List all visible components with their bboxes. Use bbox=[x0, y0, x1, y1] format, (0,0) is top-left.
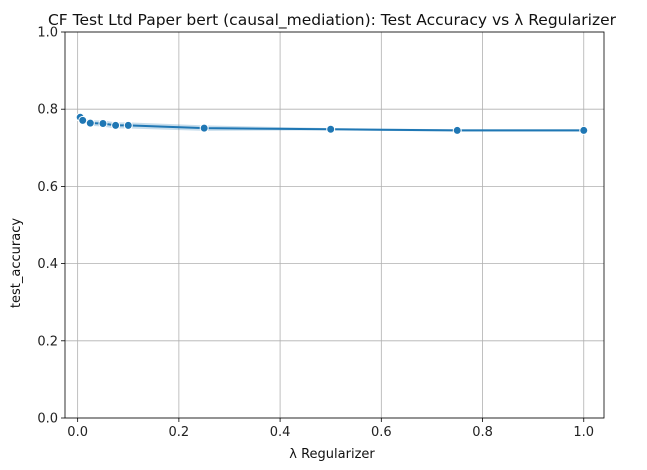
y-tick-label: 0.0 bbox=[37, 412, 58, 427]
y-tick-label: 0.6 bbox=[37, 180, 58, 195]
x-tick-label: 1.0 bbox=[573, 425, 594, 440]
y-axis-title: test_accuracy bbox=[9, 218, 24, 308]
y-tick-label: 0.2 bbox=[37, 334, 58, 349]
x-tick-label: 0.2 bbox=[169, 425, 190, 440]
y-axis: 0.0 0.2 0.4 0.6 0.8 1.0 bbox=[37, 26, 65, 427]
data-point bbox=[78, 115, 88, 125]
y-tick-label: 0.8 bbox=[37, 103, 58, 118]
x-axis: 0.0 0.2 0.4 0.6 0.8 1.0 bbox=[67, 418, 594, 440]
data-point bbox=[85, 118, 95, 128]
data-point bbox=[199, 123, 209, 133]
y-tick-label: 0.4 bbox=[37, 257, 58, 272]
chart-title: CF Test Ltd Paper bert (causal_mediation… bbox=[48, 11, 617, 30]
grid bbox=[65, 31, 604, 419]
data-point bbox=[123, 120, 133, 130]
x-axis-title: λ Regularizer bbox=[289, 447, 375, 462]
axes-frame bbox=[64, 31, 605, 419]
data-point bbox=[326, 124, 336, 134]
data-point bbox=[579, 125, 589, 135]
data-point bbox=[111, 120, 121, 130]
data-point bbox=[452, 125, 462, 135]
data-point bbox=[98, 118, 108, 128]
series-points bbox=[75, 112, 589, 135]
x-tick-label: 0.8 bbox=[472, 425, 493, 440]
x-tick-label: 0.4 bbox=[270, 425, 291, 440]
x-tick-label: 0.6 bbox=[371, 425, 392, 440]
x-tick-label: 0.0 bbox=[67, 425, 88, 440]
y-tick-label: 1.0 bbox=[37, 26, 58, 41]
plot-frame bbox=[64, 31, 605, 419]
